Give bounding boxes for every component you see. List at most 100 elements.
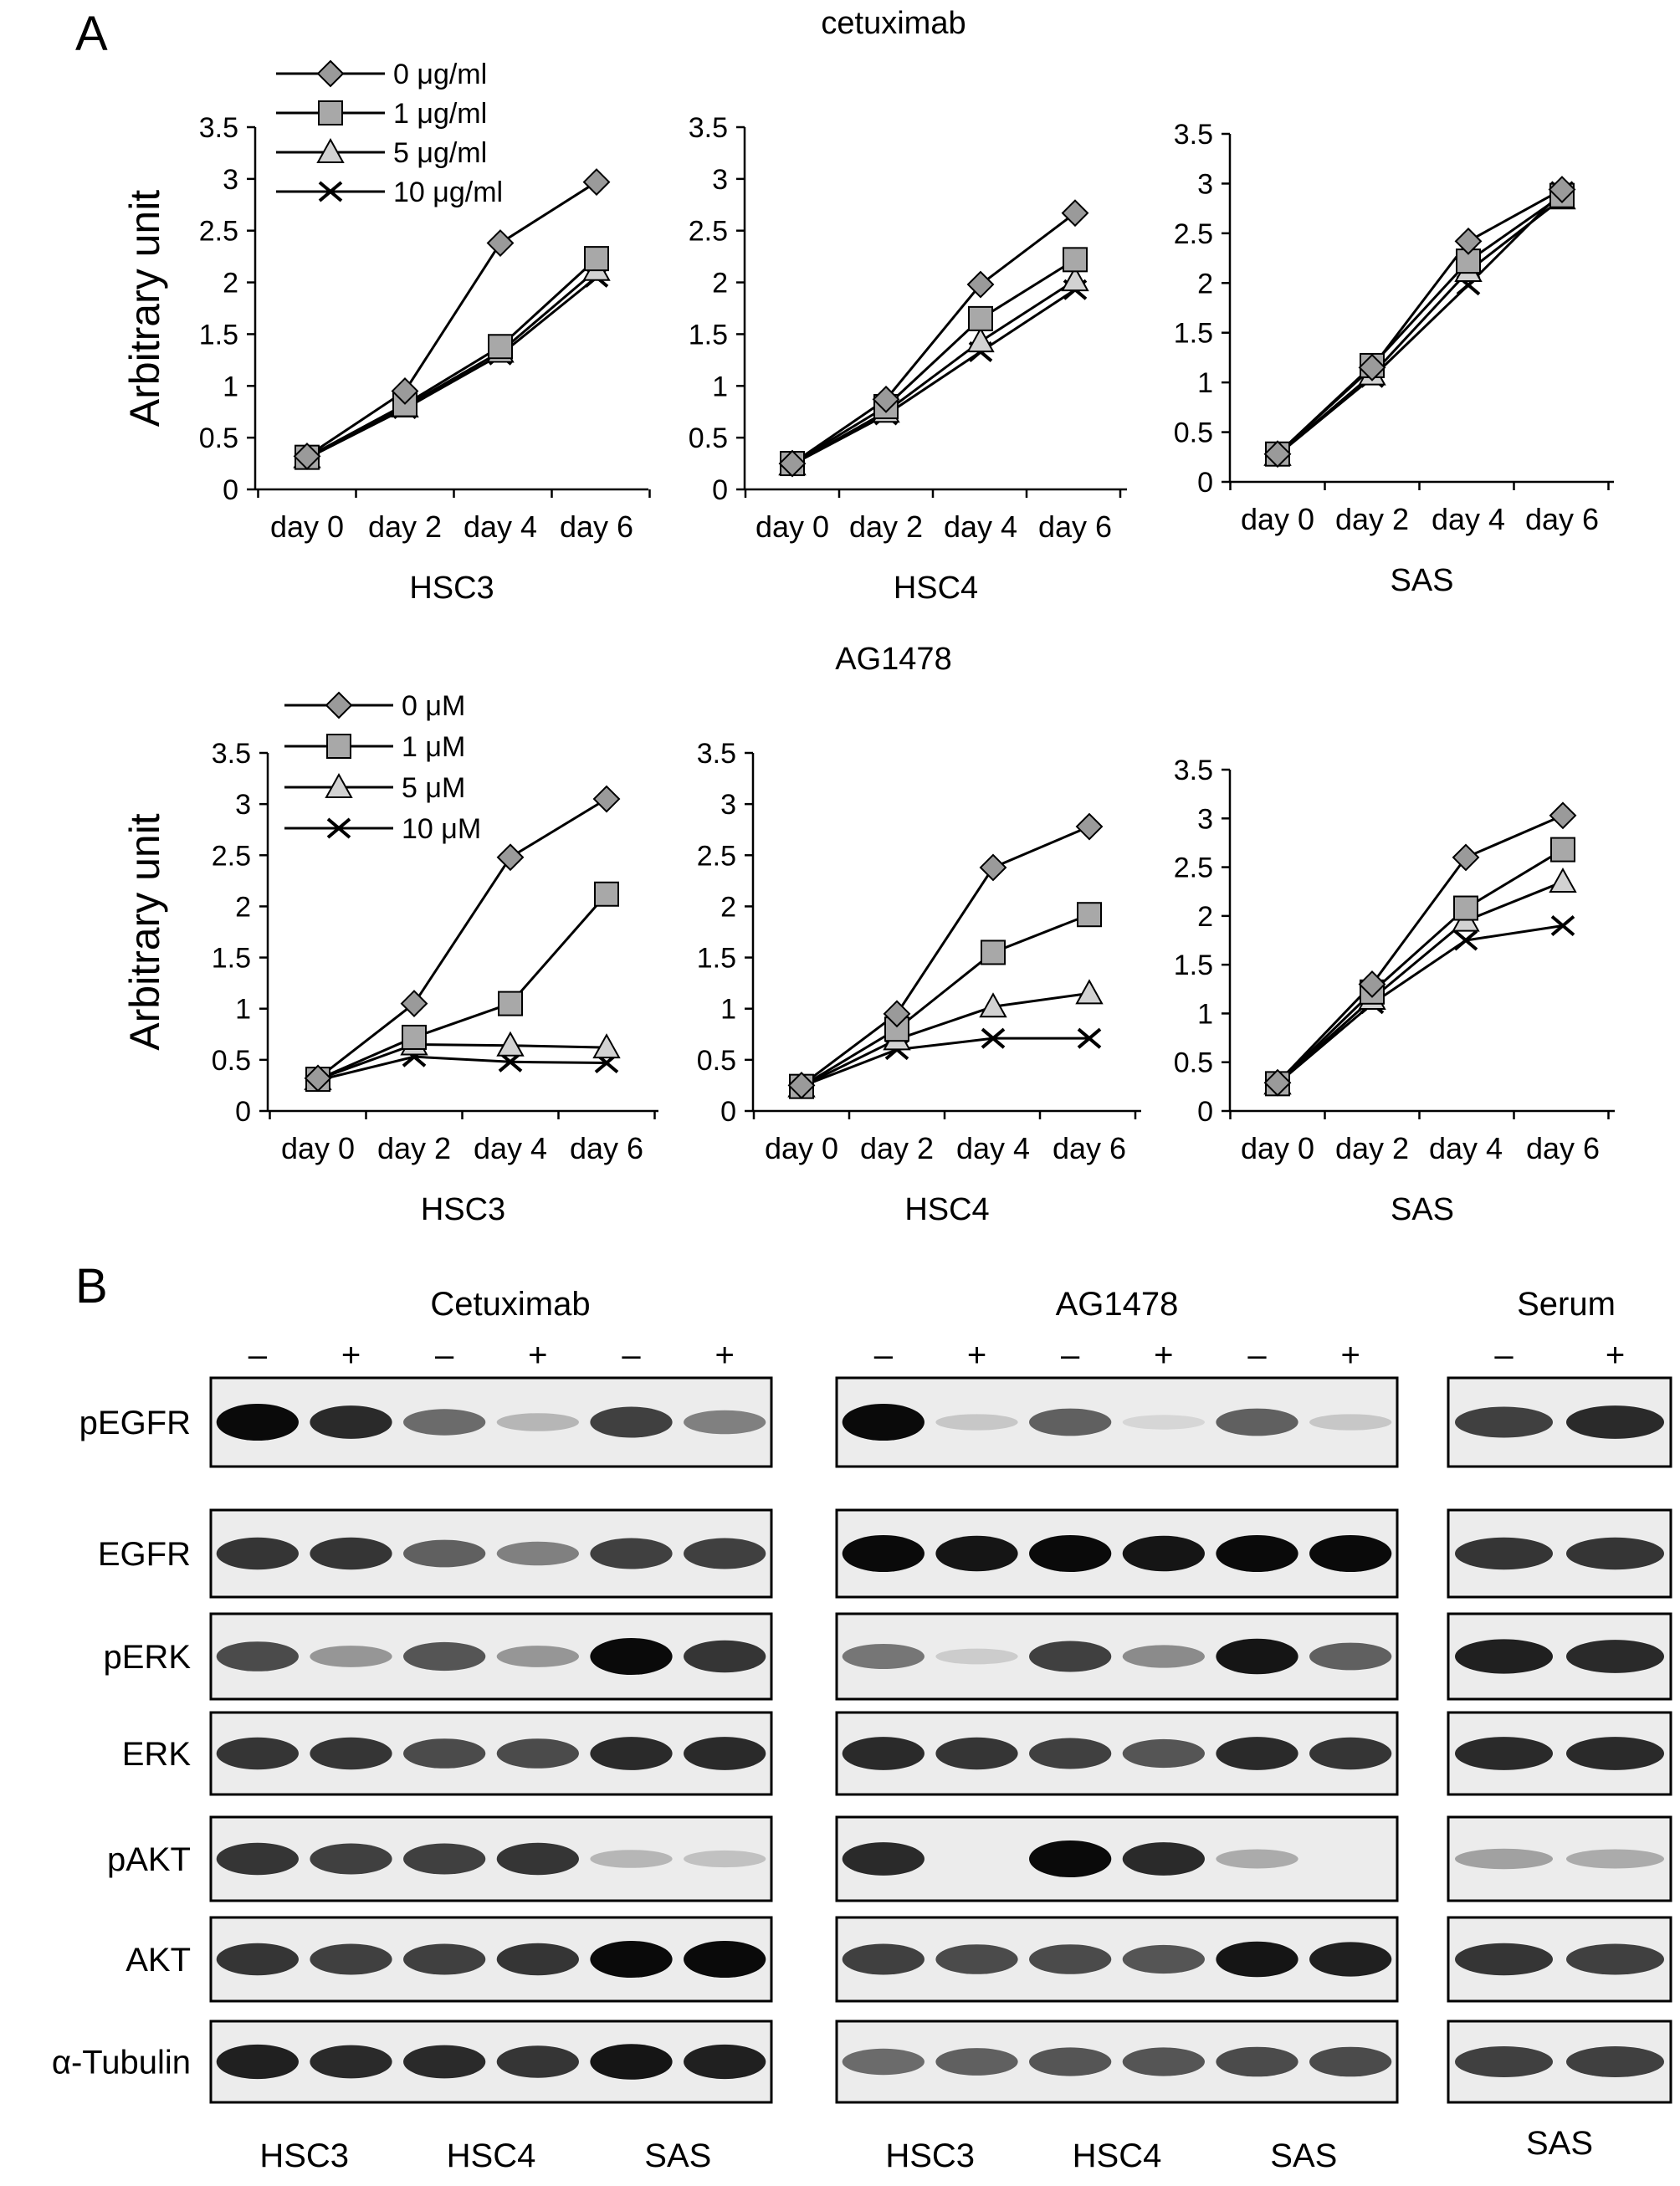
band [1309,1414,1392,1431]
point-diamond [400,990,428,1018]
legend-marker-cross [326,817,351,839]
band [1122,1842,1205,1876]
series-line-4 [1277,924,1564,1085]
row-label-pakt: pAKT [107,1841,191,1878]
y-tick-label: 3.5 [1174,119,1213,151]
legend-item: 0 μg/ml [276,59,487,90]
point-triangle [592,1033,621,1059]
point-square [1077,902,1102,928]
treatment-plus: + [1340,1337,1360,1374]
treatment-plus: + [715,1337,734,1374]
band [935,1944,1018,1974]
band [842,1943,925,1975]
point-square [594,881,619,907]
band [403,1641,486,1671]
band [1309,1642,1392,1671]
point-diamond [1549,801,1577,830]
cetuximab-title: cetuximab [821,6,965,41]
series-lines [1276,814,1564,1085]
band [216,1537,299,1570]
legend-ag1478: 0 μM 1 μM 5 μM 10 μM [284,690,481,845]
band [1216,2046,1298,2077]
band [310,1537,392,1570]
series-line-3 [1276,880,1564,1085]
cell-line-label: HSC4 [447,2137,536,2174]
band [842,1842,925,1876]
band [1029,1738,1112,1769]
x-tick-label: day 4 [1429,1131,1503,1165]
band [590,1737,673,1770]
band [1565,1640,1665,1673]
x-tick-label: day 2 [377,1131,451,1165]
band [1454,2046,1554,2077]
chart-2: 0 0.5 1 1.5 2 2.5 3 3.5 day 0 day 2 day 4 day 6 HSC4 [689,112,1127,606]
point-diamond [872,385,900,413]
series-line-1 [317,797,607,1080]
band [684,1941,766,1978]
legend-label: 1 μg/ml [393,98,487,130]
band [1029,1944,1112,1974]
x-tick-label: day 6 [570,1131,643,1165]
y-tick-label: 2.5 [212,840,251,872]
y-tick-label: 2.5 [697,840,736,872]
band [1122,1415,1205,1430]
x-tick-label: day 0 [765,1131,838,1165]
band [1565,1849,1665,1869]
row-label-akt: AKT [125,1942,191,1979]
point-diamond [1061,199,1089,228]
cell-line-label: HSC4 [1073,2137,1162,2174]
band [310,1405,392,1439]
x-tick-label: day 6 [1038,509,1112,544]
x-axis-label: SAS [1391,1192,1454,1227]
point-diamond [1358,353,1386,381]
row-label-pegfr: pEGFR [79,1405,191,1441]
blot-α-tubulin-serum [1447,2020,1672,2104]
band [1454,1537,1554,1570]
x-tick-label: day 4 [956,1131,1030,1165]
chart-1: 0 0.5 1 1.5 2 2.5 3 3.5 day 0 day 2 day 4 day 6 HSC3… [121,112,651,606]
y-tick-label: 0.5 [1174,417,1213,449]
band [935,2048,1018,2076]
y-tick-label: 3.5 [689,112,728,144]
blot-frame [835,1815,1399,1902]
group-title-serum: Serum [1517,1286,1616,1323]
band [310,2045,392,2079]
series-line-1 [801,825,1090,1087]
blot-frame [835,1916,1399,2003]
treatment-minus: – [1494,1337,1514,1374]
blot-frame [209,1711,773,1796]
band [935,1414,1018,1431]
y-tick-label: 1.5 [1174,318,1213,350]
y-tick-label: 0 [712,474,728,506]
band [496,1842,579,1876]
blot-frame [209,1815,773,1902]
legend-item: 5 μM [284,772,465,804]
band [403,1738,486,1769]
series-line-3 [801,991,1090,1088]
cell-line-label: HSC3 [259,2137,349,2174]
legend-marker-diamond [325,691,353,719]
treatment-minus: – [1247,1337,1267,1374]
series-line-2 [801,913,1090,1088]
point-square [1550,837,1575,863]
band [684,1640,766,1673]
legend-marker-square [318,100,343,125]
panel-label-b: B [75,1259,108,1313]
band [403,1843,486,1875]
group-title-ag1478: AG1478 [1056,1286,1179,1323]
point-diamond [1263,1068,1292,1097]
blot-frame [835,1612,1399,1701]
band [1029,1408,1112,1436]
legend-cetuximab: 0 μg/ml 1 μg/ml 5 μg/ml 10 μg/ml [276,59,503,208]
legends: 0 μg/ml 1 μg/ml 5 μg/ml 10 μg/ml 0 μM 1 μM 5 μ… [276,59,503,845]
point-diamond [486,229,515,257]
blot-egfr-ag1478 [835,1508,1399,1599]
x-tick-label: day 6 [1053,1131,1126,1165]
band [1216,1849,1298,1869]
band [1565,1737,1665,1770]
group-title-cetuximab: Cetuximab [430,1286,590,1323]
blot-frame [209,1376,773,1468]
point-cross [1550,914,1575,937]
blot-α-tubulin-ag1478 [835,2020,1399,2104]
